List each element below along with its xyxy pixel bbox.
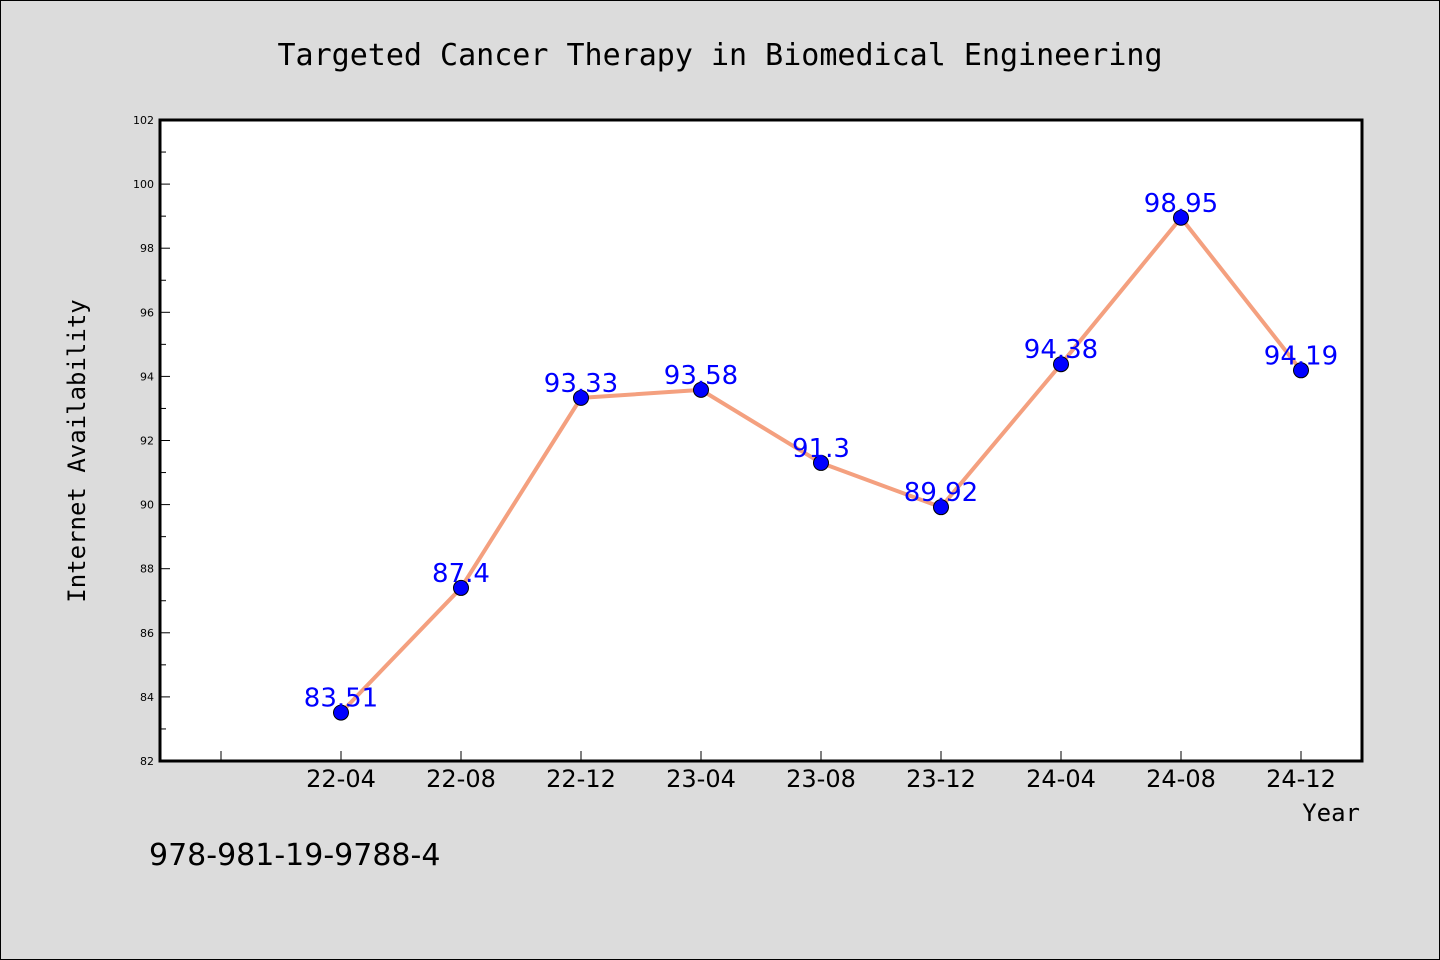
data-labels: 83.51 87.4 93.33 93.58 91.3 89.92 94.38 98.95 94…	[304, 189, 1338, 714]
y-axis-ticks: 82 84 86 88 90 92 94 96 98 100 102	[133, 114, 170, 768]
data-point-marker	[333, 704, 349, 721]
y-tick-label: 94	[140, 370, 154, 383]
data-point-marker	[1293, 362, 1309, 379]
data-point-marker	[1173, 209, 1189, 226]
plot-area	[158, 118, 1364, 763]
data-point-marker	[693, 381, 709, 398]
x-tick-label: 23-04	[666, 765, 736, 793]
data-point-marker	[1053, 356, 1069, 373]
data-point-label: 87.4	[432, 559, 490, 589]
data-point-label: 94.19	[1264, 341, 1338, 371]
y-tick-label: 84	[140, 691, 154, 704]
y-tick-label: 102	[133, 114, 154, 127]
x-tick-label: 22-08	[426, 765, 496, 793]
y-tick-label: 90	[140, 499, 154, 512]
x-tick-label: 24-04	[1026, 765, 1096, 793]
data-point-label: 93.33	[544, 369, 618, 399]
y-tick-label: 82	[140, 755, 154, 768]
x-axis-ticks: 22-04 22-08 22-12 23-04 23-08 23-12 24-04 24-08…	[220, 751, 1336, 793]
data-point-label: 94.38	[1024, 335, 1098, 365]
data-point-label: 91.3	[792, 434, 850, 464]
isbn-text: 978-981-19-9788-4	[149, 838, 440, 873]
x-tick-label: 23-12	[906, 765, 976, 793]
x-tick-label: 22-04	[306, 765, 376, 793]
data-point-label: 93.58	[664, 361, 738, 391]
x-tick-label: 24-12	[1266, 765, 1336, 793]
x-tick-label: 22-12	[546, 765, 616, 793]
chart-title: Targeted Cancer Therapy in Biomedical En…	[277, 38, 1162, 73]
data-point-label: 89.92	[904, 478, 978, 508]
x-tick-label: 24-08	[1146, 765, 1216, 793]
data-point-label: 98.95	[1144, 189, 1218, 219]
y-tick-label: 86	[140, 627, 154, 640]
y-axis-label: Internet Availability	[63, 299, 91, 602]
x-tick-label: 23-08	[786, 765, 856, 793]
data-point-marker	[933, 499, 949, 516]
y-tick-label: 100	[133, 178, 154, 191]
data-point-label: 83.51	[304, 684, 378, 714]
y-tick-label: 98	[140, 242, 154, 255]
y-tick-label: 96	[140, 306, 154, 319]
series-markers	[333, 209, 1309, 721]
data-point-marker	[453, 579, 469, 596]
data-point-marker	[573, 389, 589, 406]
y-tick-label: 88	[140, 563, 154, 576]
y-tick-label: 92	[140, 435, 154, 448]
data-point-marker	[813, 454, 829, 471]
x-axis-label: Year	[1302, 799, 1360, 827]
